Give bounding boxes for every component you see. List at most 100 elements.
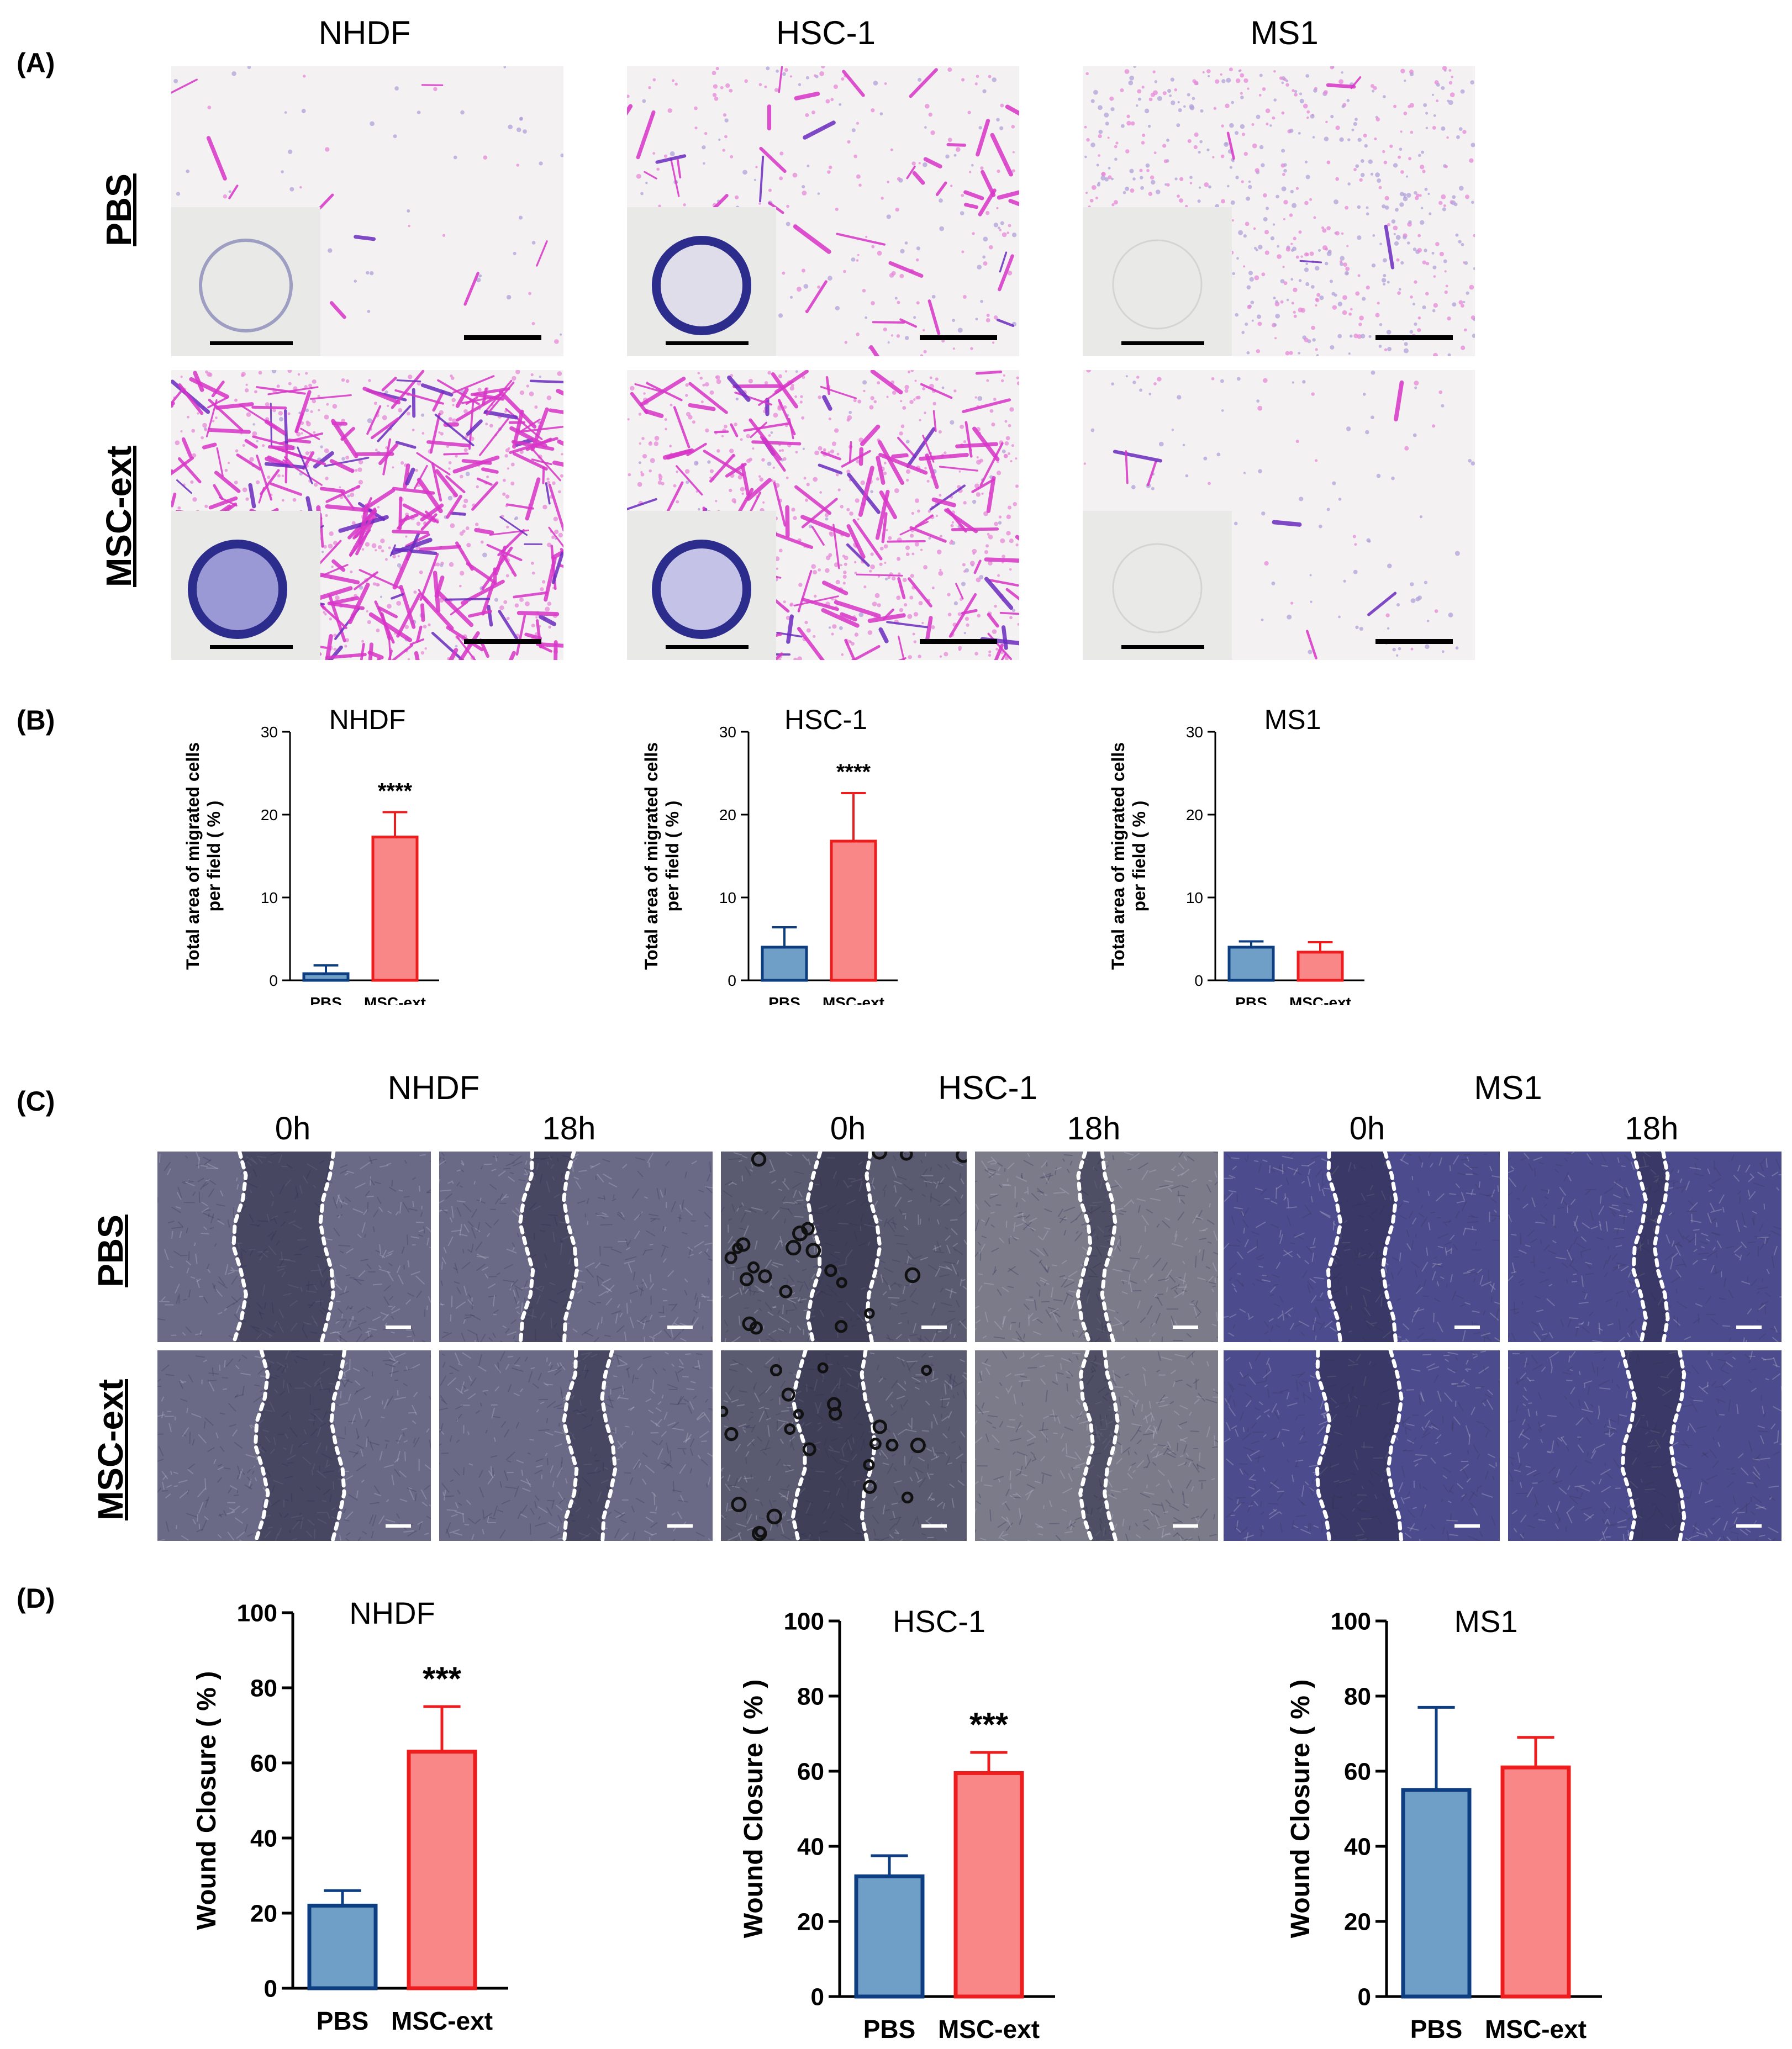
y-axis-label: per field ( % ) xyxy=(1129,801,1149,912)
chart-b-ms1: 0 10 20 30 Total area of migrated cells per f… xyxy=(1091,696,1400,1011)
chart-title: HSC-1 xyxy=(893,1604,985,1639)
wound-hsc1-0h-pbs xyxy=(721,1152,967,1342)
inset-scale-bar-hsc1-pbs xyxy=(666,341,749,345)
y-tick-label: 20 xyxy=(1186,806,1203,823)
category-label: PBS xyxy=(310,994,342,1005)
y-tick-label: 0 xyxy=(264,1975,277,2002)
y-tick-label: 30 xyxy=(1186,724,1203,741)
scale-bar-ms1-msc-ext xyxy=(1375,639,1453,644)
category-label: PBS xyxy=(1410,2015,1463,2043)
category-label: MSC-ext xyxy=(391,2006,493,2035)
panel-a-title-hsc1: HSC-1 xyxy=(776,14,876,51)
y-tick-label: 60 xyxy=(1344,1758,1371,1785)
micrograph-hsc1-msc-ext xyxy=(627,370,1019,660)
y-axis-label: per field ( % ) xyxy=(662,801,682,912)
wound-scale-bar-hsc1-0h-msc-ext xyxy=(921,1524,947,1528)
panel-c-hsc1-18h: 18h xyxy=(1067,1111,1121,1147)
panel-c-ms1-18h: 18h xyxy=(1625,1111,1679,1147)
micrograph-hsc1-pbs xyxy=(627,66,1019,356)
y-axis-label: Total area of migrated cells xyxy=(1108,742,1128,970)
category-label: PBS xyxy=(863,2015,916,2043)
y-tick-label: 20 xyxy=(719,806,736,823)
bar-msc-ext xyxy=(1296,950,1344,982)
wound-scale-bar-hsc1-18h-msc-ext xyxy=(1173,1524,1198,1528)
inset-ms1-pbs xyxy=(1083,207,1232,356)
panel-c-title-hsc1: HSC-1 xyxy=(937,1069,1038,1106)
category-label: MSC-ext xyxy=(364,994,426,1005)
wound-scale-bar-ms1-18h-msc-ext xyxy=(1736,1524,1762,1528)
chart-d-hsc1: 0 20 40 60 80 100 Wound Closure ( % ) HSC-1 PBS M… xyxy=(724,1599,1155,2046)
y-tick-label: 0 xyxy=(728,972,736,989)
y-tick-label: 0 xyxy=(811,1983,824,2010)
panel-c-ms1-0h: 0h xyxy=(1349,1111,1385,1147)
bar-pbs xyxy=(761,946,808,982)
y-tick-label: 20 xyxy=(250,1900,277,1927)
y-tick-label: 40 xyxy=(797,1833,824,1860)
wound-nhdf-18h-pbs xyxy=(439,1152,713,1342)
wound-scale-bar-hsc1-0h-pbs xyxy=(921,1325,947,1329)
category-label: MSC-ext xyxy=(938,2015,1040,2043)
inset-scale-bar-hsc1-msc-ext xyxy=(666,645,749,649)
y-tick-label: 80 xyxy=(797,1683,824,1710)
category-label: PBS xyxy=(317,2006,369,2035)
wound-hsc1-0h-msc-ext xyxy=(721,1350,967,1541)
significance-label: **** xyxy=(836,760,871,784)
chart-title: HSC-1 xyxy=(784,704,867,735)
chart-b-nhdf: 0 10 20 30 Total area of migrated cells per f… xyxy=(166,696,475,1011)
y-tick-label: 80 xyxy=(1344,1683,1371,1710)
scale-bar-hsc1-pbs xyxy=(920,335,997,340)
inset-hsc1-msc-ext xyxy=(627,511,776,660)
y-tick-label: 20 xyxy=(797,1908,824,1935)
y-axis-label: per field ( % ) xyxy=(204,801,224,912)
scale-bar-ms1-pbs xyxy=(1375,335,1453,340)
category-label: PBS xyxy=(768,994,800,1005)
panel-c-nhdf-0h: 0h xyxy=(275,1111,311,1147)
chart-b-hsc1: 0 10 20 30 Total area of migrated cells per f… xyxy=(624,696,934,1011)
panel-c-nhdf-18h: 18h xyxy=(542,1111,596,1147)
scale-bar-nhdf-pbs xyxy=(464,335,541,340)
wound-ms1-0h-msc-ext xyxy=(1224,1350,1500,1541)
inset-scale-bar-ms1-pbs xyxy=(1121,341,1204,345)
category-label: MSC-ext xyxy=(1289,994,1351,1005)
wound-nhdf-18h-msc-ext xyxy=(439,1350,713,1541)
wound-scale-bar-nhdf-0h-msc-ext xyxy=(386,1524,411,1528)
micrograph-nhdf-pbs xyxy=(171,66,563,356)
y-tick-label: 20 xyxy=(1344,1908,1371,1935)
chart-d-ms1: 0 20 40 60 80 100 Wound Closure ( % ) MS1 PBS MSC… xyxy=(1271,1599,1701,2046)
bar-pbs xyxy=(307,1903,378,1990)
y-tick-label: 60 xyxy=(250,1750,277,1777)
bar-msc-ext xyxy=(371,836,419,982)
panel-label-c: (C) xyxy=(17,1086,55,1117)
panel-label-b: (B) xyxy=(17,705,55,736)
bar-msc-ext xyxy=(407,1750,477,1990)
y-axis-label: Total area of migrated cells xyxy=(183,742,203,970)
panel-a-title-nhdf: NHDF xyxy=(318,14,411,51)
category-label: MSC-ext xyxy=(823,994,884,1005)
category-label: MSC-ext xyxy=(1485,2015,1587,2043)
significance-label: *** xyxy=(423,1660,462,1697)
significance-label: **** xyxy=(378,779,413,804)
chart-title: MS1 xyxy=(1264,704,1321,735)
panel-a-row-msc-ext: MSC-ext xyxy=(99,445,139,588)
inset-ms1-msc-ext xyxy=(1083,511,1232,660)
inset-hsc1-pbs xyxy=(627,207,776,356)
chart-title: NHDF xyxy=(349,1596,435,1630)
wound-scale-bar-hsc1-18h-pbs xyxy=(1173,1325,1198,1329)
wound-scale-bar-nhdf-0h-pbs xyxy=(386,1325,411,1329)
panel-label-d: (D) xyxy=(17,1583,55,1614)
wound-scale-bar-nhdf-18h-msc-ext xyxy=(667,1524,693,1528)
wound-hsc1-18h-msc-ext xyxy=(975,1350,1218,1541)
wound-nhdf-0h-pbs xyxy=(157,1152,431,1342)
y-tick-label: 30 xyxy=(261,724,278,741)
y-tick-label: 40 xyxy=(1344,1833,1371,1860)
wound-scale-bar-ms1-0h-msc-ext xyxy=(1454,1524,1480,1528)
y-tick-label: 60 xyxy=(797,1758,824,1785)
wound-ms1-0h-pbs xyxy=(1224,1152,1500,1342)
y-tick-label: 100 xyxy=(1331,1608,1371,1635)
panel-a-title-ms1: MS1 xyxy=(1250,14,1319,51)
wound-scale-bar-nhdf-18h-pbs xyxy=(667,1325,693,1329)
y-tick-label: 20 xyxy=(261,806,278,823)
chart-title: NHDF xyxy=(329,704,406,735)
wound-nhdf-0h-msc-ext xyxy=(157,1350,431,1541)
panel-c-title-nhdf: NHDF xyxy=(387,1069,480,1106)
